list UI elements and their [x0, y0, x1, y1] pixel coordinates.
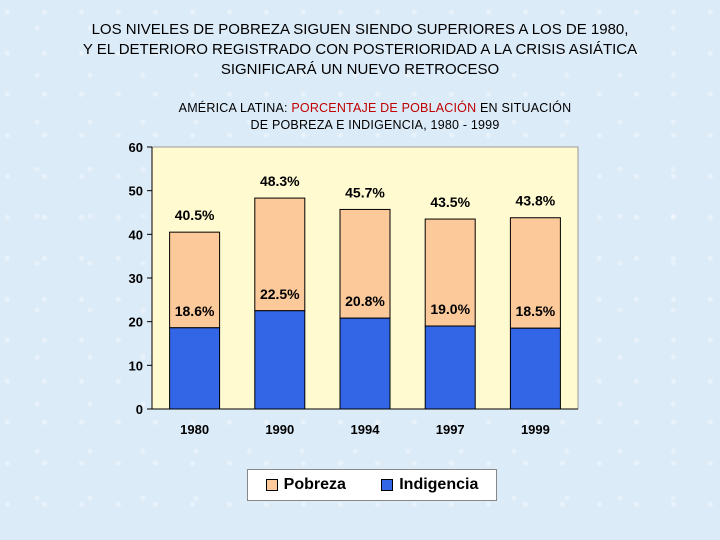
bar-indigencia	[254, 310, 306, 410]
slide-title-line-1: LOS NIVELES DE POBREZA SIGUEN SIENDO SUP…	[91, 21, 629, 38]
legend-item-pobreza: Pobreza	[265, 476, 346, 494]
data-label-indigencia: 22.5%	[260, 286, 300, 302]
chart-title: AMÉRICA LATINA: PORCENTAJE DE POBLACIÓN …	[0, 100, 720, 134]
legend-swatch-indigencia	[381, 479, 394, 491]
legend-item-indigencia: Indigencia	[381, 476, 478, 494]
legend: Pobreza Indigencia	[247, 469, 497, 501]
x-tick-label: 1994	[351, 422, 381, 437]
data-label-pobreza: 43.8%	[516, 193, 556, 209]
slide-title-line-3: SIGNIFICARÁ UN NUEVO RETROCESO	[220, 61, 500, 78]
chart-title-prefix: AMÉRICA LATINA:	[178, 101, 292, 115]
data-label-pobreza: 48.3%	[260, 173, 300, 189]
y-tick-label: 0	[136, 402, 143, 417]
bar-pobreza	[509, 217, 561, 329]
y-tick-label: 40	[129, 227, 143, 242]
bar-indigencia	[509, 327, 561, 410]
bar-pobreza	[169, 231, 221, 329]
x-tick-label: 1999	[521, 422, 550, 437]
legend-label-indigencia: Indigencia	[399, 476, 479, 493]
y-tick-label: 30	[129, 271, 143, 286]
legend-swatch-pobreza	[265, 479, 278, 491]
x-tick-label: 1997	[436, 422, 465, 437]
x-tick-label: 1980	[180, 422, 209, 437]
slide-title-line-2: Y EL DETERIORO REGISTRADO CON POSTERIORI…	[82, 41, 638, 58]
data-label-indigencia: 20.8%	[345, 293, 385, 309]
data-label-indigencia: 18.5%	[516, 303, 556, 319]
chart-title-suffix: EN SITUACIÓN	[476, 101, 572, 115]
bar-indigencia	[169, 327, 221, 410]
data-label-pobreza: 45.7%	[345, 184, 385, 200]
bar-pobreza	[424, 218, 476, 327]
data-label-pobreza: 43.5%	[430, 194, 470, 210]
plot-area: 0 10 20 30 40 50 60 40.5% 18.6% 1980 48.3% 22.5% 199…	[129, 140, 579, 437]
chart-title-line-2: DE POBREZA E INDIGENCIA, 1980 - 1999	[250, 118, 500, 132]
data-label-indigencia: 19.0%	[430, 301, 470, 317]
slide-title: LOS NIVELES DE POBREZA SIGUEN SIENDO SUP…	[0, 20, 720, 80]
bar-indigencia	[424, 325, 476, 410]
bar-indigencia	[339, 317, 391, 410]
y-tick-label: 10	[129, 358, 143, 373]
chart-title-highlight: PORCENTAJE DE POBLACIÓN	[291, 101, 477, 115]
chart-title-line-1: AMÉRICA LATINA: PORCENTAJE DE POBLACIÓN …	[0, 100, 720, 117]
data-label-indigencia: 18.6%	[175, 303, 215, 319]
y-tick-label: 20	[129, 315, 143, 330]
x-tick-label: 1990	[265, 422, 294, 437]
data-label-pobreza: 40.5%	[175, 207, 215, 223]
legend-label-pobreza: Pobreza	[283, 476, 346, 493]
y-tick-label: 50	[129, 184, 143, 199]
y-tick-label: 60	[129, 140, 143, 155]
